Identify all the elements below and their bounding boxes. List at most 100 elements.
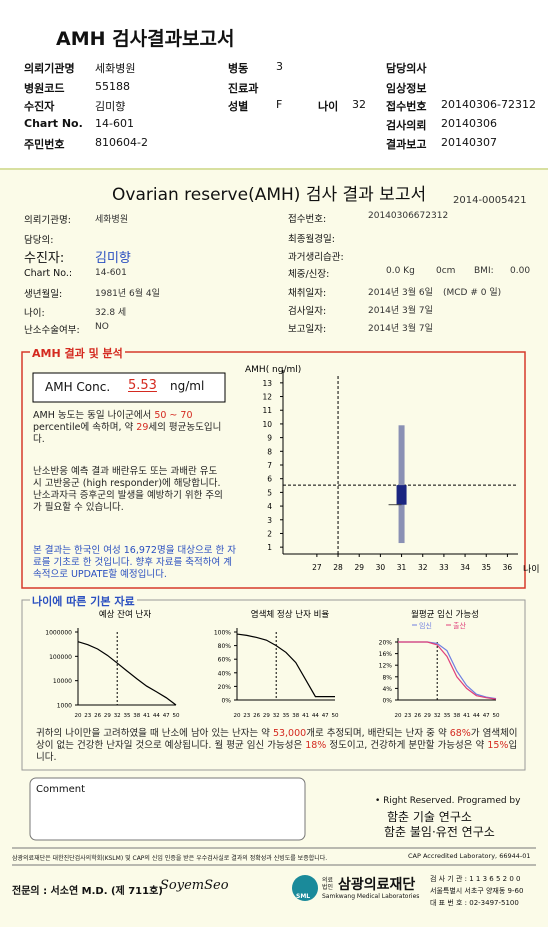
header-value: 14-601 — [95, 117, 134, 130]
title: AMH 검사결과보고서 — [56, 28, 235, 50]
header-value: 3 — [276, 60, 283, 73]
y-tick-label: 10000 — [53, 678, 72, 685]
x-tick-label: 29 — [263, 713, 270, 719]
info-value: 20140306672312 — [368, 211, 449, 221]
header-label: 임상정보 — [386, 82, 427, 95]
y-tick-label: 10 — [262, 420, 272, 429]
x-tick-label: 44 — [153, 713, 160, 719]
y-tick-label: 100000 — [49, 654, 72, 661]
text: 입니다. — [36, 740, 518, 763]
y-tick-label: 6 — [267, 475, 272, 484]
lab: 함춘 기술 연구소 — [387, 810, 472, 824]
series-line — [398, 641, 497, 700]
x-tick-label: 50 — [493, 713, 500, 719]
text: 개로 추정되며, 배란되는 난자 중 약 — [306, 728, 450, 739]
info-label: 담당의: — [24, 235, 54, 246]
highlight: 18% — [305, 740, 327, 751]
header-value: 20140306-72312 — [441, 98, 536, 111]
header-label: 병원코드 — [24, 82, 65, 95]
info-value: 2014년 3월 6일 — [368, 288, 433, 298]
info-label: 과거생리습관: — [288, 252, 344, 263]
x-tick-label: 38 — [453, 713, 460, 719]
org: 삼광의료재단 — [338, 877, 416, 893]
info-label: 나이: — [24, 308, 45, 319]
info-value: 1981년 6월 4일 — [95, 289, 160, 299]
header-label: 결과보고 — [386, 138, 427, 151]
info-value: 14-601 — [95, 268, 127, 278]
signature: SoyemSeo — [160, 878, 229, 893]
info-value: 세화병원 — [95, 215, 129, 225]
x-tick-label: 29 — [104, 713, 111, 719]
highlight: 15% — [487, 740, 509, 751]
y-tick-label: 100% — [214, 630, 231, 637]
org-en: Samkwang Medical Laboratories — [322, 893, 420, 900]
header-label: 담당의사 — [386, 62, 427, 75]
info-value: 32.8 세 — [95, 308, 127, 318]
analysis-heading: AMH 결과 및 분석 — [30, 345, 125, 361]
info-value: 0cm — [436, 266, 456, 276]
header-value: 세화병원 — [95, 62, 136, 75]
value-box — [396, 485, 407, 505]
x-tick-label: 33 — [439, 563, 449, 572]
range-bar — [398, 425, 405, 544]
doctor: 전문의 : 서소연 M.D. (제 711호) — [12, 886, 163, 897]
summary: 귀하의 나이만을 고려하였을 때 난소에 남아 있는 난자는 약 53,000개… — [36, 728, 518, 764]
y-tick-label: 1 — [267, 543, 272, 552]
highlight: 68% — [449, 728, 471, 739]
report-number: 2014-0005421 — [453, 195, 527, 206]
y-tick-label: 12 — [262, 393, 272, 402]
header-label: 접수번호 — [386, 100, 427, 113]
comment-label: Comment — [36, 784, 85, 795]
header-value: 32 — [352, 98, 366, 111]
x-tick-label: 28 — [333, 563, 343, 572]
x-tick-label: 32 — [434, 713, 441, 719]
info-value: (MCD # 0 일) — [443, 288, 502, 298]
x-tick-label: 26 — [414, 713, 421, 719]
y-tick-label: 8 — [267, 447, 272, 456]
y-tick-label: 3 — [267, 516, 272, 525]
text: percentile에 속하며, 약 — [33, 422, 137, 433]
x-tick-label: 20 — [395, 713, 402, 719]
conc-value: 5.53 — [128, 378, 157, 393]
para2: 난소반응 예측 결과 배란유도 또는 과배란 유도시 고반응군 (high re… — [33, 466, 223, 513]
info: 서울특별시 서초구 양재동 9-60 — [430, 887, 524, 895]
y-tick-label: 20% — [218, 684, 232, 691]
info-label: Chart No.: — [24, 268, 73, 279]
cert: 삼광의료재단은 대한진단검사의학회(KSLM) 및 CAP의 신임 인증을 받은… — [12, 855, 328, 862]
x-tick-label: 36 — [503, 563, 513, 572]
x-tick-label: 30 — [376, 563, 386, 572]
y-tick-label: 20% — [379, 640, 393, 647]
series-line — [236, 633, 335, 698]
x-tick-label: 35 — [283, 713, 290, 719]
header-label: Chart No. — [24, 117, 83, 130]
x-label: 나이 — [523, 564, 540, 575]
x-tick-label: 26 — [253, 713, 260, 719]
header-label: 검사의뢰 — [386, 119, 427, 132]
text: 귀하의 나이만을 고려하였을 때 난소에 남아 있는 난자는 약 — [36, 728, 273, 739]
info-value: 2014년 3월 7일 — [368, 324, 433, 334]
x-tick-label: 50 — [173, 713, 180, 719]
info-value: 0.00 — [510, 266, 531, 276]
x-tick-label: 31 — [397, 563, 407, 572]
y-tick-label: 4% — [382, 686, 392, 693]
header-value: 20140307 — [441, 136, 497, 149]
header-label: 의뢰기관명 — [24, 62, 75, 75]
info-label: 최종월경일: — [288, 234, 335, 245]
info-label: 채취일자: — [288, 288, 327, 299]
y-tick-label: 80% — [218, 643, 232, 650]
header-label: 성별 — [228, 100, 249, 113]
x-tick-label: 35 — [481, 563, 491, 572]
text: 정도이고, 건강하게 분만할 가능성은 약 — [326, 740, 488, 751]
header-value: 김미향 — [95, 100, 126, 113]
x-tick-label: 23 — [84, 713, 91, 719]
x-tick-label: 41 — [463, 713, 470, 719]
x-tick-label: 41 — [143, 713, 150, 719]
info-label: 난소수술여부: — [24, 325, 80, 336]
org-prefix: 의료법인 — [322, 877, 334, 891]
y-tick-label: 16% — [379, 651, 393, 658]
header-label: 진료과 — [228, 82, 259, 95]
basic-box — [21, 599, 526, 771]
y-tick-label: 2 — [267, 529, 272, 538]
